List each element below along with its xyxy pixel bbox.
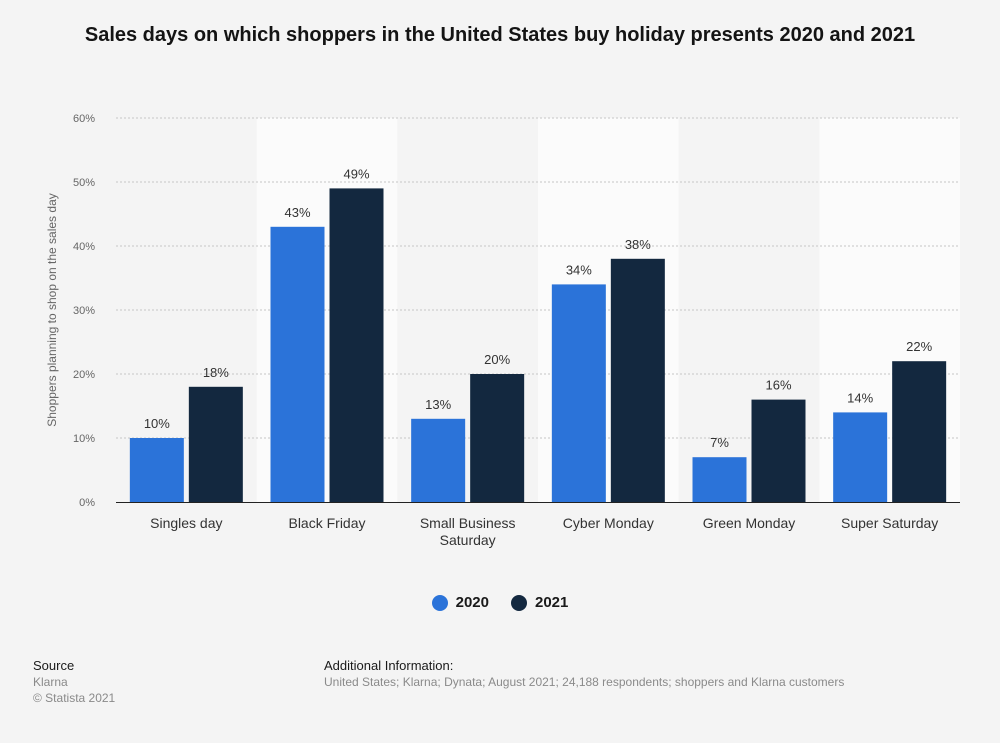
source-name[interactable]: Klarna [33, 675, 68, 689]
y-axis-label-wrap: Shoppers planning to shop on the sales d… [40, 118, 64, 502]
data-label: 22% [906, 339, 932, 354]
bar-2020 [411, 418, 466, 502]
y-tick-label: 50% [73, 177, 95, 189]
data-label: 38% [625, 237, 651, 252]
data-label: 20% [484, 352, 510, 367]
x-tick-label: Green Monday [703, 515, 796, 531]
data-label: 18% [203, 365, 229, 380]
legend-item-2020[interactable]: 2020 [431, 594, 489, 611]
bar-2021 [892, 361, 947, 502]
y-tick-label: 20% [73, 369, 95, 381]
bar-2020 [270, 226, 325, 503]
bar-2020 [129, 438, 184, 502]
data-label: 7% [710, 435, 729, 450]
y-tick-label: 40% [73, 241, 95, 253]
x-tick-label: Black Friday [288, 515, 365, 531]
data-label: 10% [144, 416, 170, 431]
x-tick-label: Singles day [150, 515, 222, 531]
bar-2021 [470, 374, 525, 502]
y-axis-label: Shoppers planning to shop on the sales d… [45, 193, 59, 427]
x-tick-label: Super Saturday [841, 515, 938, 531]
additional-info-block: Additional Information: United States; K… [324, 658, 844, 690]
data-label: 16% [765, 378, 791, 393]
legend-marker-2021 [511, 594, 527, 611]
data-label: 43% [284, 205, 310, 220]
y-tick-label: 0% [79, 497, 95, 509]
bar-chart: 0% 10% 20% 30% 40% 50% 60% 10% 18% Singles day 43%… [73, 113, 960, 548]
bar-2020 [551, 284, 606, 502]
chart-title: Sales days on which shoppers in the Unit… [84, 24, 916, 46]
data-label: 14% [847, 390, 873, 405]
bar-2020 [692, 457, 747, 502]
additional-info-heading: Additional Information: [324, 658, 454, 673]
legend-label-2021: 2021 [535, 594, 569, 611]
legend: 2020 2021 [0, 594, 1000, 611]
legend-label-2020: 2020 [455, 594, 489, 611]
source-block: Source Klarna © Statista 2021 [33, 658, 115, 706]
bar-2021 [188, 386, 243, 502]
x-tick-label: Small Business Saturday [420, 515, 516, 548]
legend-item-2021[interactable]: 2021 [511, 594, 568, 611]
bar-2020 [833, 412, 888, 502]
legend-marker-2020 [431, 594, 448, 611]
y-tick-label: 30% [73, 305, 95, 317]
bar-2021 [610, 258, 665, 502]
y-tick-label: 60% [73, 113, 95, 125]
copyright: © Statista 2021 [33, 691, 116, 705]
source-heading: Source [33, 658, 75, 673]
x-tick-label: Cyber Monday [563, 515, 654, 531]
data-label: 34% [566, 262, 592, 277]
bar-2021 [329, 188, 384, 502]
bar-2021 [751, 399, 806, 502]
y-tick-label: 10% [73, 433, 95, 445]
additional-info-text: United States; Klarna; Dynata; August 20… [324, 675, 845, 689]
data-label: 49% [343, 166, 369, 181]
data-label: 13% [425, 397, 451, 412]
